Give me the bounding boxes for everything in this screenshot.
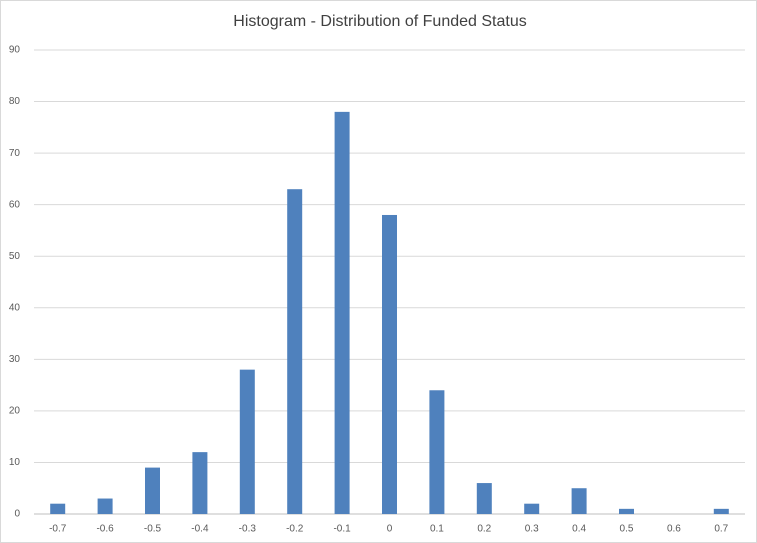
x-tick-label: 0 xyxy=(387,524,393,535)
x-tick-label: -0.3 xyxy=(239,524,257,535)
y-tick-label: 70 xyxy=(9,148,21,159)
x-tick-label: -0.6 xyxy=(96,524,114,535)
y-tick-label: 60 xyxy=(9,199,21,210)
chart-title: Histogram - Distribution of Funded Statu… xyxy=(233,13,526,30)
x-tick-label: -0.5 xyxy=(144,524,162,535)
x-tick-label: -0.2 xyxy=(286,524,304,535)
x-tick-label: 0.4 xyxy=(572,524,586,535)
x-tick-label: 0.7 xyxy=(714,524,728,535)
x-tick-label: 0.2 xyxy=(477,524,491,535)
y-tick-label: 10 xyxy=(9,457,21,468)
y-tick-label: 40 xyxy=(9,302,21,313)
x-tick-label: -0.4 xyxy=(191,524,209,535)
bar xyxy=(145,467,160,514)
bar xyxy=(571,488,587,514)
y-tick-label: 90 xyxy=(9,45,21,56)
bar xyxy=(334,111,350,514)
x-tick-label: -0.1 xyxy=(333,524,351,535)
bar xyxy=(524,503,540,514)
bar xyxy=(713,508,729,514)
bar xyxy=(50,503,66,514)
y-tick-label: 80 xyxy=(9,96,21,107)
bar xyxy=(382,214,397,514)
bar xyxy=(239,369,255,514)
bar xyxy=(192,452,208,514)
bar xyxy=(476,483,492,514)
x-tick-label: 0.5 xyxy=(620,524,634,535)
x-tick-label: 0.1 xyxy=(430,524,444,535)
y-tick-label: 0 xyxy=(14,509,20,520)
y-tick-label: 50 xyxy=(9,251,21,262)
x-tick-label: 0.6 xyxy=(667,524,681,535)
bar xyxy=(97,498,113,514)
x-tick-label: -0.7 xyxy=(49,524,67,535)
bar xyxy=(429,390,445,514)
y-tick-label: 20 xyxy=(9,406,21,417)
y-tick-label: 30 xyxy=(9,354,21,365)
bar xyxy=(619,508,634,514)
bar xyxy=(287,189,303,514)
x-tick-label: 0.3 xyxy=(525,524,539,535)
